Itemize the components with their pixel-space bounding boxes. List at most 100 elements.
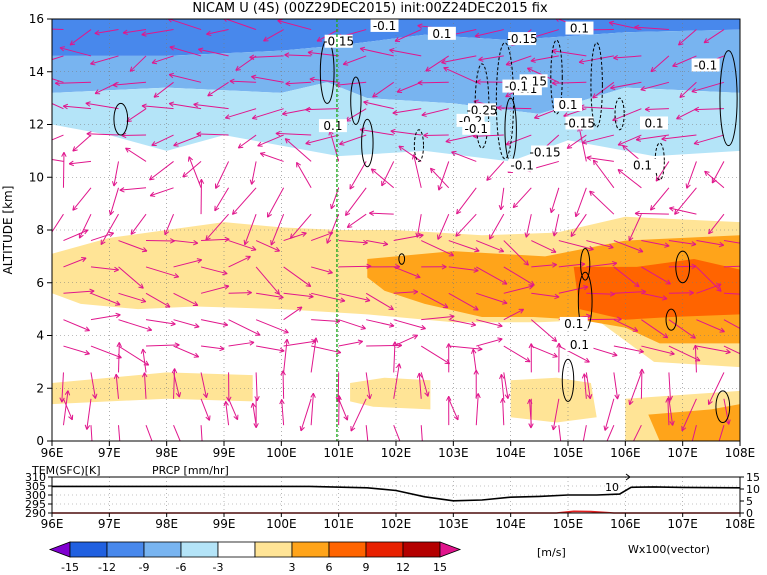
wind-vector	[224, 19, 257, 31]
wind-vector	[63, 105, 92, 110]
wind-vector-head	[634, 281, 640, 288]
wind-vector	[723, 345, 740, 355]
wind-vector	[628, 213, 642, 242]
wind-vector-head	[505, 92, 511, 98]
wind-vector	[476, 266, 508, 285]
wind-vector	[200, 425, 203, 441]
wind-vector	[338, 240, 368, 244]
wind-vector-head	[113, 373, 120, 379]
wind-vector	[238, 134, 257, 149]
wind-vector	[617, 134, 642, 146]
x-tick-label: 101E	[323, 446, 354, 460]
wind-vector	[55, 81, 92, 84]
wind-vector-head	[301, 231, 307, 237]
wind-vector-head	[296, 306, 303, 312]
wind-vector	[151, 55, 174, 64]
wind-vector	[558, 240, 594, 251]
wind-vector-head	[309, 76, 315, 83]
wind-vector-head	[694, 106, 700, 113]
wind-vector	[421, 240, 454, 257]
wind-vector	[188, 156, 202, 188]
wind-vector-head	[586, 393, 593, 400]
wind-vector	[553, 214, 560, 237]
wind-vector-head	[665, 279, 671, 285]
wind-vector-head	[267, 212, 272, 218]
colorbar-label: 6	[326, 561, 333, 574]
wind-vector-head	[222, 321, 229, 327]
wind-vector	[214, 187, 230, 212]
contour-label: 0.1	[323, 119, 342, 133]
wind-vector-head	[245, 255, 251, 261]
wind-vector-head	[691, 263, 697, 270]
wind-vector	[655, 161, 670, 182]
contour-label: 0.1	[558, 98, 577, 112]
wind-vector-head	[614, 394, 620, 400]
wind-vector-head	[360, 324, 366, 330]
wind-vector-head	[224, 236, 230, 243]
wind-vector	[696, 240, 724, 246]
wind-vector-head	[635, 136, 642, 142]
wind-vector-head	[200, 449, 205, 454]
wind-vector	[579, 55, 614, 63]
surface-left-tick-label: 300	[25, 489, 46, 502]
wind-vector	[531, 240, 557, 253]
wind-vector-head	[86, 131, 92, 137]
wind-vector	[283, 340, 317, 347]
wind-vector-head	[612, 351, 618, 357]
wind-vector	[145, 292, 171, 308]
wind-vector-head	[249, 54, 255, 60]
wind-vector	[63, 290, 95, 294]
wind-vector	[311, 345, 341, 354]
wind-vector	[531, 264, 557, 268]
wind-vector	[531, 292, 560, 298]
wind-vector	[225, 401, 230, 426]
wind-vector	[592, 81, 615, 99]
wind-vector	[617, 169, 642, 189]
wind-vector-head	[194, 323, 200, 329]
wind-vector	[310, 393, 314, 426]
wind-vector	[90, 372, 96, 399]
wind-vector-head	[570, 231, 576, 238]
wind-vector-head	[496, 105, 502, 111]
wind-vector-head	[282, 110, 288, 117]
x-tick-label: 107E	[667, 446, 698, 460]
wind-vector-head	[628, 399, 634, 406]
contour-label-bg	[531, 145, 560, 159]
wind-vector	[69, 29, 92, 46]
wind-vector	[310, 232, 334, 242]
wind-vector	[473, 134, 504, 137]
wind-vector	[370, 168, 395, 189]
wind-vector	[558, 425, 562, 441]
wind-vector	[63, 319, 90, 332]
wind-vector	[86, 398, 92, 430]
wind-vector-head	[350, 426, 356, 432]
wind-vector	[503, 285, 534, 294]
x-tick-label: 105E	[553, 446, 584, 460]
wind-vector-head	[442, 303, 449, 309]
wind-vector	[205, 213, 229, 241]
wind-vector-head	[84, 326, 90, 332]
wind-vector	[691, 81, 725, 93]
wind-vector-head	[713, 452, 717, 457]
wind-vector-head	[453, 414, 459, 421]
wind-vector-head	[68, 414, 74, 421]
wind-vector-head	[62, 103, 69, 110]
colorbar-label: -3	[213, 561, 224, 574]
wind-vector-head	[364, 297, 371, 303]
wind-vector	[723, 398, 730, 425]
wind-vector	[338, 398, 348, 421]
wind-vector-head	[637, 247, 644, 253]
wind-vector-head	[613, 55, 619, 61]
contour-label: -0.1	[465, 122, 488, 136]
wind-vector	[69, 160, 92, 165]
wind-vector-head	[237, 143, 244, 149]
wind-vector	[151, 134, 174, 146]
main-plot: -0.1-0.150.1-0.150.1-0.10.10.15-0.1-0.25…	[1, 12, 755, 460]
contour-label-bg	[324, 34, 353, 48]
colorbar-labels: -15 -12 -9 -6 -3 3 6 9 12 15	[61, 561, 447, 574]
wind-vector-head	[488, 234, 494, 240]
wind-vector	[723, 319, 740, 330]
wind-vector	[78, 213, 92, 239]
contour-label: -0.15	[564, 117, 595, 131]
wind-vector	[86, 133, 119, 136]
